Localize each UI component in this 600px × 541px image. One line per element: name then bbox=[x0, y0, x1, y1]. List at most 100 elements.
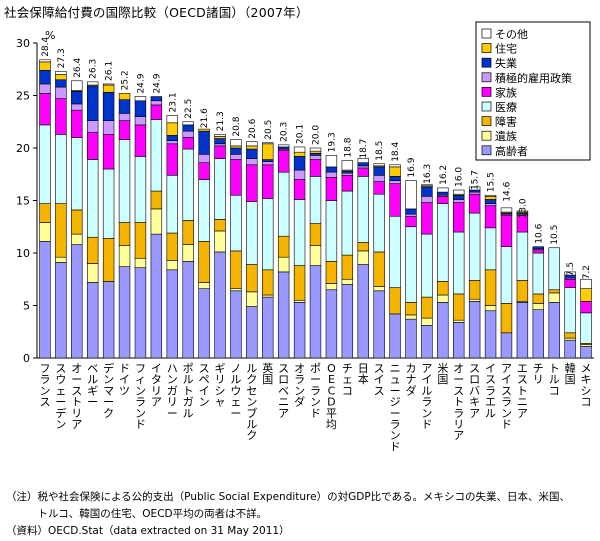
bar-stack bbox=[389, 164, 401, 359]
legend-swatch bbox=[481, 57, 492, 68]
bar-stack bbox=[309, 147, 322, 359]
bar-segment bbox=[230, 194, 242, 252]
bar-segment bbox=[230, 288, 242, 292]
bar-segment bbox=[453, 199, 465, 203]
bar-segment bbox=[150, 233, 163, 359]
total-label: 16.3 bbox=[423, 164, 433, 184]
bar-segment bbox=[453, 321, 465, 359]
bar-segment bbox=[230, 145, 242, 149]
bar-segment bbox=[548, 292, 560, 303]
legend-swatch bbox=[481, 116, 492, 126]
bar-segment bbox=[373, 163, 385, 167]
bar-segment bbox=[453, 189, 465, 195]
legend-label: 医療 bbox=[495, 100, 517, 114]
total-label: 26.1 bbox=[105, 61, 115, 81]
stacked-bar-chart: 0 5 10 15 20 25 30% 28.4 27.3 26.4 26.3 26.1 25.2 24… bbox=[16, 21, 594, 453]
bar-segment bbox=[421, 325, 433, 359]
bar-segment bbox=[341, 190, 354, 256]
total-label: 26.3 bbox=[89, 59, 99, 79]
bar-segment bbox=[86, 282, 99, 359]
bar-segment bbox=[437, 294, 449, 303]
legend-swatch bbox=[481, 43, 492, 53]
bar-stack bbox=[262, 142, 274, 359]
bar-segment bbox=[357, 167, 369, 177]
bar-segment bbox=[134, 267, 147, 359]
bar-segment bbox=[39, 241, 51, 359]
bar-segment bbox=[134, 257, 147, 268]
bar-segment bbox=[214, 136, 226, 139]
category-label: ベルギー bbox=[87, 362, 98, 409]
bar-segment bbox=[341, 278, 354, 285]
bar-segment bbox=[166, 140, 178, 145]
legend-label: 遺族 bbox=[495, 129, 517, 143]
total-label: 28.4 bbox=[41, 36, 51, 56]
bar-segment bbox=[484, 305, 497, 312]
bar-segment bbox=[309, 150, 322, 154]
bar-segment bbox=[421, 196, 433, 203]
bar-segment bbox=[405, 208, 417, 215]
bar-segment bbox=[118, 266, 131, 359]
bar-segment bbox=[246, 148, 258, 159]
bar-stack bbox=[548, 247, 560, 359]
bar-segment bbox=[118, 222, 131, 246]
category-label: O E C D 平均 bbox=[326, 362, 337, 431]
bar-segment bbox=[309, 265, 322, 359]
bar-segment bbox=[389, 180, 401, 185]
bar-segment bbox=[198, 128, 210, 132]
bar-segment bbox=[230, 159, 242, 196]
legend-swatch bbox=[481, 28, 492, 39]
legend-label: 障害 bbox=[495, 115, 517, 129]
bar-segment bbox=[293, 302, 306, 359]
bar-segment bbox=[293, 265, 306, 301]
bar-segment bbox=[166, 135, 178, 141]
bar-segment bbox=[437, 302, 449, 359]
bar-segment bbox=[437, 196, 449, 204]
bar-segment bbox=[293, 199, 306, 266]
y-unit-label: % bbox=[45, 29, 55, 42]
bar-segment bbox=[150, 190, 163, 210]
legend-label: 住宅 bbox=[495, 42, 517, 56]
bar-segment bbox=[102, 92, 115, 121]
bar-segment bbox=[357, 158, 369, 163]
bar-segment bbox=[277, 149, 290, 173]
bar-stack bbox=[437, 187, 449, 359]
category-label: スロバキア bbox=[469, 362, 480, 420]
bar-segment bbox=[309, 152, 322, 156]
bar-segment bbox=[437, 281, 449, 296]
bar-segment bbox=[230, 250, 242, 289]
bar-segment bbox=[341, 254, 354, 280]
bar-segment bbox=[293, 299, 306, 303]
bar-segment bbox=[484, 205, 497, 229]
bar-segment bbox=[182, 137, 194, 150]
bar-segment bbox=[357, 165, 369, 169]
bar-segment bbox=[532, 249, 545, 254]
bar-segment bbox=[341, 170, 354, 174]
bar-segment bbox=[262, 142, 274, 145]
bar-segment bbox=[86, 236, 99, 264]
bar-segment bbox=[453, 202, 465, 233]
bar-segment bbox=[309, 176, 322, 224]
category-label: 英国 bbox=[262, 361, 273, 386]
bar-segment bbox=[548, 247, 560, 291]
bar-segment bbox=[246, 141, 258, 147]
legend-swatch bbox=[481, 101, 492, 112]
bar-stack bbox=[277, 144, 290, 359]
bar-segment bbox=[262, 294, 274, 298]
bar-segment bbox=[71, 244, 83, 359]
bar-segment bbox=[166, 260, 178, 271]
bar-segment bbox=[102, 83, 115, 86]
bar-segment bbox=[166, 269, 178, 359]
bar-segment bbox=[453, 293, 465, 321]
bar-segment bbox=[500, 303, 513, 334]
bar-segment bbox=[198, 241, 210, 283]
bar-segment bbox=[198, 162, 210, 180]
category-label: ポーランド bbox=[310, 362, 321, 420]
bar-segment bbox=[580, 288, 592, 302]
bar-segment bbox=[118, 120, 131, 140]
bar-segment bbox=[102, 281, 115, 359]
bar-segment bbox=[548, 289, 560, 294]
bar-segment bbox=[246, 145, 258, 150]
bar-segment bbox=[166, 115, 178, 124]
bar-segment bbox=[373, 175, 385, 182]
